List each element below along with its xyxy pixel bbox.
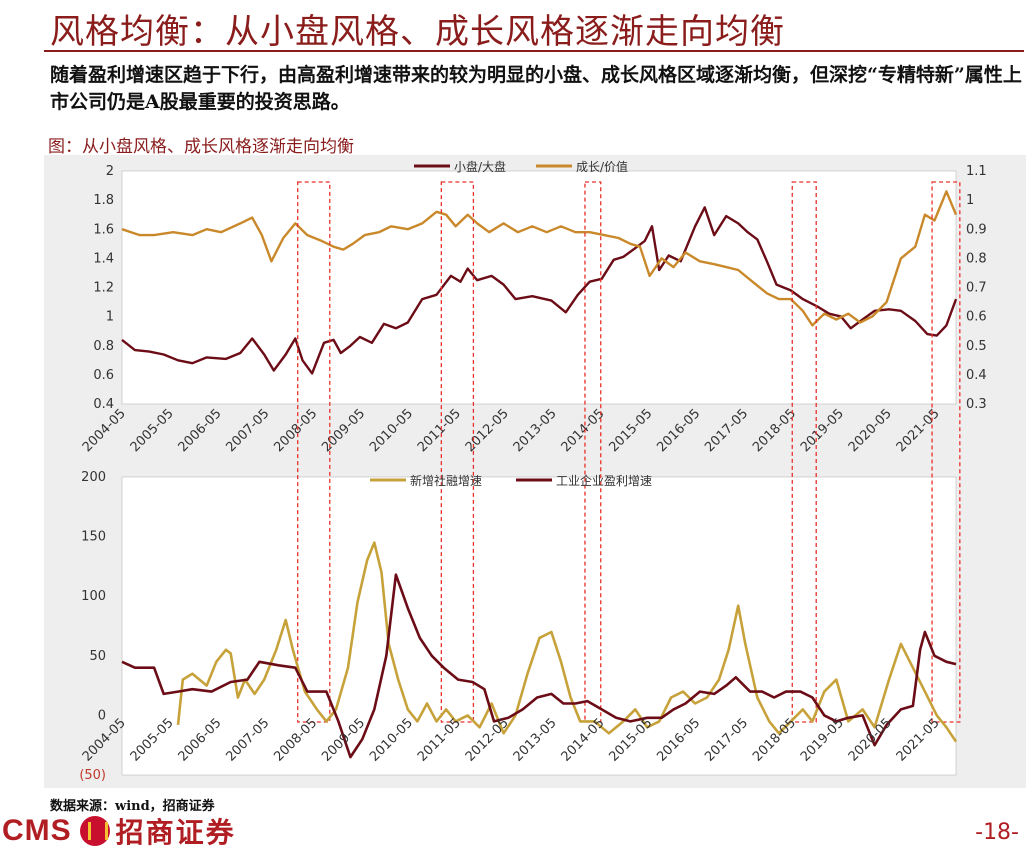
top-y-left-tick-label: 1 <box>106 310 114 325</box>
top-y-left-tick-label: 0.4 <box>93 397 114 412</box>
bottom-y-tick-label: (50) <box>79 768 106 783</box>
top-x-tick-label: 2020-05 <box>846 406 895 455</box>
top-y-right-tick-label: 0.3 <box>966 397 987 412</box>
bottom-y-tick-label: 0 <box>98 708 106 723</box>
bottom-plot-area <box>121 476 957 776</box>
top-x-tick-label: 2008-05 <box>271 406 320 455</box>
highlight-box <box>297 181 331 723</box>
top-x-tick-label: 2009-05 <box>319 406 368 455</box>
top-series-line-1 <box>121 190 958 327</box>
top-y-right-tick-label: 0.8 <box>966 251 987 266</box>
bottom-series-line-1 <box>121 573 957 759</box>
top-x-tick-label: 2011-05 <box>415 406 464 455</box>
bottom-series-line-0 <box>176 541 958 743</box>
top-x-tick-label: 2016-05 <box>654 406 703 455</box>
data-source: 数据来源：wind，招商证券 <box>50 799 215 814</box>
logo-text: CMS <box>2 814 72 847</box>
top-y-right-tick-label: 1 <box>966 193 974 208</box>
top-x-tick-label: 2004-05 <box>80 406 129 455</box>
top-y-right-tick-label: 0.6 <box>966 310 987 325</box>
top-x-tick-label: 2012-05 <box>463 406 512 455</box>
top-y-left-tick-label: 2 <box>106 164 114 179</box>
top-x-tick-label: 2015-05 <box>606 406 655 455</box>
top-y-right-tick-label: 0.7 <box>966 281 987 296</box>
top-x-tick-label: 2007-05 <box>223 406 272 455</box>
highlight-box <box>931 181 961 723</box>
chart-caption: 图：从小盘风格、成长风格逐渐走向均衡 <box>48 137 354 157</box>
top-y-left-tick-label: 1.2 <box>93 281 114 296</box>
title-divider <box>44 50 1024 52</box>
chart-canvas: 2 1.8 1.6 1.4 1.2 1 0.8 0.6 0.4 1.1 1 0.9 0.8 0.7 0.6 0… <box>79 159 987 783</box>
bottom-legend-label-0: 新增社融增速 <box>410 473 482 488</box>
bottom-y-tick-label: 200 <box>81 470 106 485</box>
slide-subtitle: 随着盈利增速区趋于下行，由高盈利增速带来的较为明显的小盘、成长风格区域逐渐均衡，… <box>50 64 1022 113</box>
top-y-left-tick-label: 1.4 <box>93 251 114 266</box>
top-x-tick-label: 2010-05 <box>367 406 416 455</box>
top-legend-label-0: 小盘/大盘 <box>454 159 506 174</box>
top-y-left-tick-label: 0.8 <box>93 339 114 354</box>
top-y-right-tick-label: 1.1 <box>966 164 987 179</box>
highlight-box <box>791 181 817 723</box>
top-x-tick-label: 2005-05 <box>128 406 177 455</box>
page-number: -18- <box>975 820 1019 845</box>
bottom-y-tick-label: 100 <box>81 589 106 604</box>
top-y-left-tick-label: 1.8 <box>93 193 114 208</box>
slide-title: 风格均衡：从小盘风格、成长风格逐渐走向均衡 <box>50 12 785 52</box>
bottom-legend-label-1: 工业企业盈利增速 <box>556 473 652 488</box>
top-y-right-tick-label: 0.9 <box>966 222 987 237</box>
bottom-y-tick-label: 50 <box>89 649 106 664</box>
top-x-tick-label: 2017-05 <box>702 406 751 455</box>
logo-mark-icon <box>79 816 110 846</box>
top-series-line-0 <box>121 206 958 375</box>
top-y-left-tick-label: 1.6 <box>93 222 114 237</box>
top-x-tick-label: 2021-05 <box>894 406 943 455</box>
bottom-y-tick-label: 150 <box>81 530 106 545</box>
top-x-tick-label: 2013-05 <box>511 406 560 455</box>
top-plot-area <box>121 170 957 405</box>
top-y-right-tick-label: 0.5 <box>966 339 987 354</box>
top-x-tick-label: 2006-05 <box>176 406 225 455</box>
cms-logo: CMS 招商证券 <box>2 812 236 850</box>
top-x-tick-label: 2019-05 <box>798 406 847 455</box>
top-legend-label-1: 成长/价值 <box>576 159 628 174</box>
top-y-right-tick-label: 0.4 <box>966 368 987 383</box>
top-y-left-tick-label: 0.6 <box>93 368 114 383</box>
logo-chinese-name: 招商证券 <box>115 816 236 849</box>
